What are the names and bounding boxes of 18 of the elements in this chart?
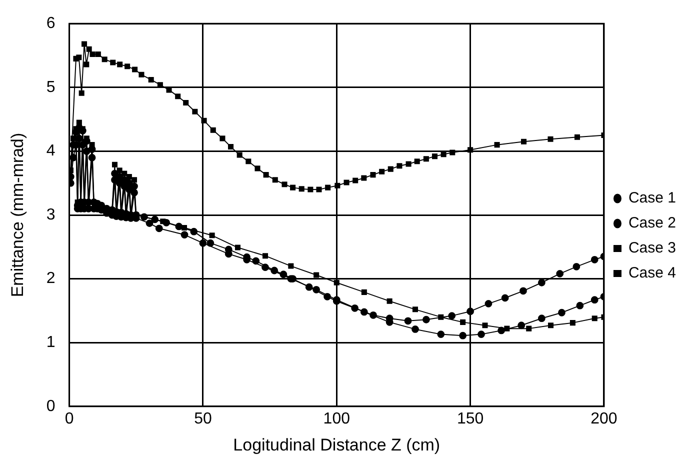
y-tick-label: 1 [46,334,56,352]
y-tick-label: 3 [46,206,56,224]
y-tick-label: 5 [46,78,56,96]
y-tick-label: 6 [46,15,56,32]
y-tick-label: 4 [46,142,56,160]
x-tick-label: 50 [194,410,212,428]
legend-label: Case 4 [628,264,676,282]
legend-label: Case 2 [628,214,676,232]
x-tick-label: 100 [323,410,350,428]
x-axis-title: Logitudinal Distance Z (cm) [233,435,440,454]
y-axis-title: Emittance (mm-mrad) [8,132,27,298]
x-tick-label: 200 [590,410,618,428]
y-tick-label: 0 [46,398,56,415]
legend-label: Case 3 [628,240,676,257]
x-tick-label: 0 [64,410,74,428]
x-tick-label: 150 [456,410,484,428]
legend-label: Case 1 [628,190,676,207]
y-tick-label: 2 [46,270,56,288]
